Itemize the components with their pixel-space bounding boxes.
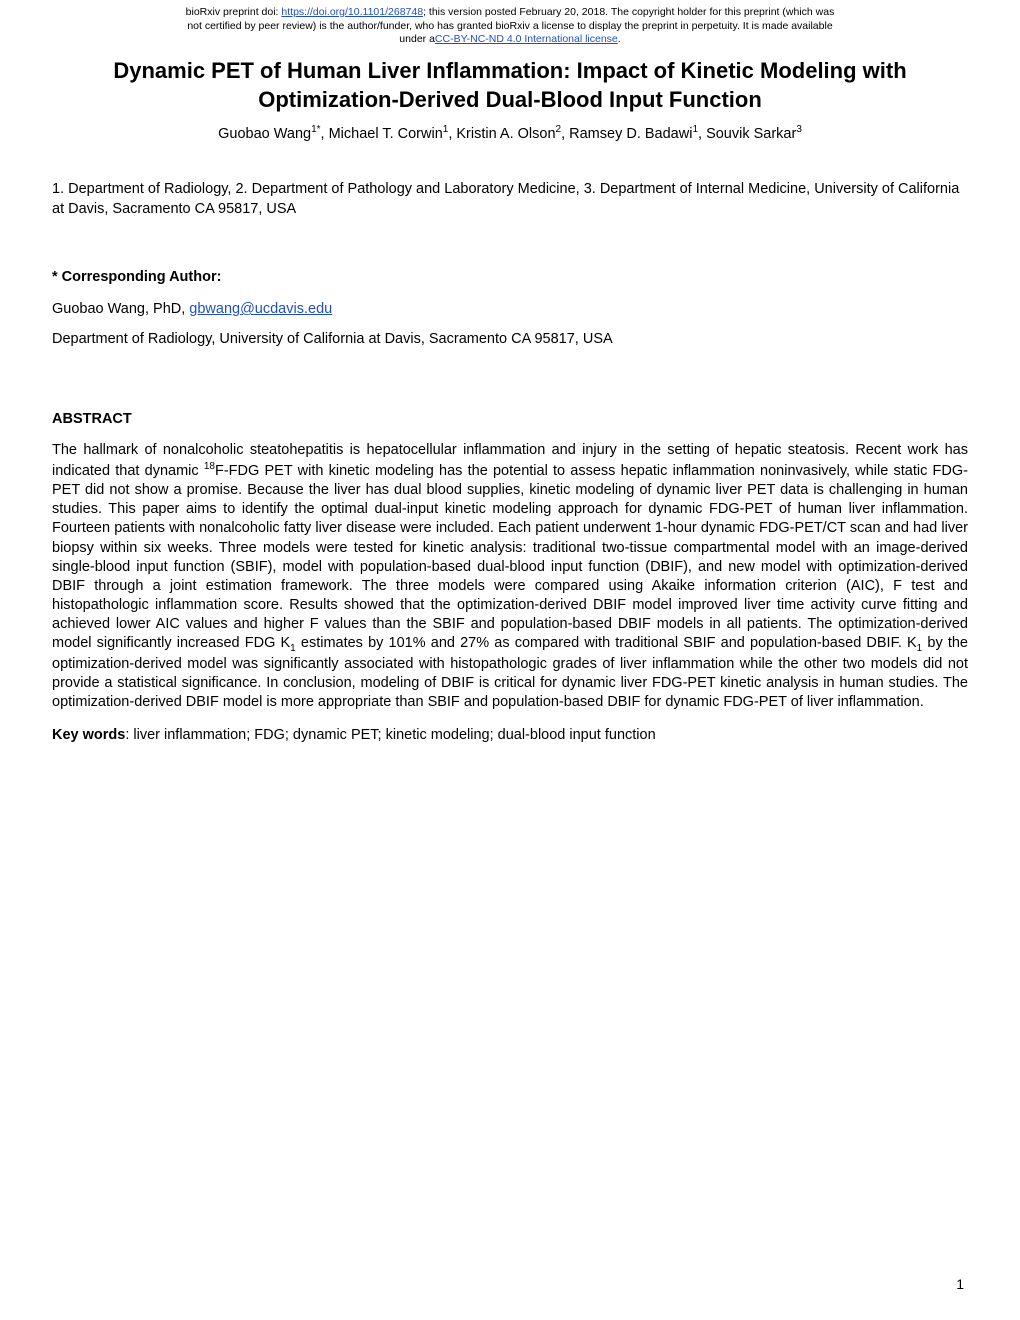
- author: Souvik Sarkar: [706, 126, 796, 142]
- corr-name-text: Guobao Wang, PhD,: [52, 301, 189, 317]
- email-link[interactable]: gbwang@ucdavis.edu: [189, 301, 332, 317]
- abstract-body: The hallmark of nonalcoholic steatohepat…: [52, 427, 968, 713]
- corresponding-author-label: * Corresponding Author:: [52, 229, 968, 285]
- author-affil-sup: 1: [443, 124, 449, 135]
- abstract-label: ABSTRACT: [52, 347, 968, 427]
- isotope-sup: 18: [204, 461, 215, 472]
- header-text: not certified by peer review) is the aut…: [187, 20, 832, 32]
- header-text: .: [618, 33, 621, 45]
- paper-title: Dynamic PET of Human Liver Inflammation:…: [0, 49, 1020, 118]
- author-affil-sup: 1: [692, 124, 698, 135]
- author-affil-sup: 2: [556, 124, 562, 135]
- author: Ramsey D. Badawi: [569, 126, 692, 142]
- abstract-text: F-FDG PET with kinetic modeling has the …: [52, 463, 968, 651]
- author: Guobao Wang: [218, 126, 311, 142]
- license-link[interactable]: CC-BY-NC-ND 4.0 International license: [435, 33, 618, 45]
- header-text: ; this version posted February 20, 2018.: [423, 6, 611, 18]
- header-text: bioRxiv preprint doi:: [186, 6, 282, 18]
- author: Kristin A. Olson: [456, 126, 555, 142]
- author-affil-sup: 3: [796, 124, 802, 135]
- keywords: Key words: liver inflammation; FDG; dyna…: [52, 713, 968, 743]
- abstract-text: estimates by 101% and 27% as compared wi…: [296, 635, 917, 651]
- affiliations: 1. Department of Radiology, 2. Departmen…: [52, 156, 968, 229]
- keywords-label: Key words: [52, 727, 125, 743]
- corresponding-author-address: Department of Radiology, University of C…: [52, 317, 968, 347]
- corresponding-author-name: Guobao Wang, PhD, gbwang@ucdavis.edu: [52, 285, 968, 317]
- author-list: Guobao Wang1*, Michael T. Corwin1, Krist…: [0, 118, 1020, 156]
- header-text: The copyright holder for this preprint (…: [611, 6, 835, 18]
- preprint-header: bioRxiv preprint doi: https://doi.org/10…: [0, 0, 1020, 49]
- doi-link[interactable]: https://doi.org/10.1101/268748: [281, 6, 423, 18]
- page-number: 1: [956, 1276, 964, 1292]
- header-text: under a: [399, 33, 435, 45]
- author-affil-sup: 1*: [311, 124, 320, 135]
- keywords-text: : liver inflammation; FDG; dynamic PET; …: [125, 727, 655, 743]
- author: Michael T. Corwin: [329, 126, 443, 142]
